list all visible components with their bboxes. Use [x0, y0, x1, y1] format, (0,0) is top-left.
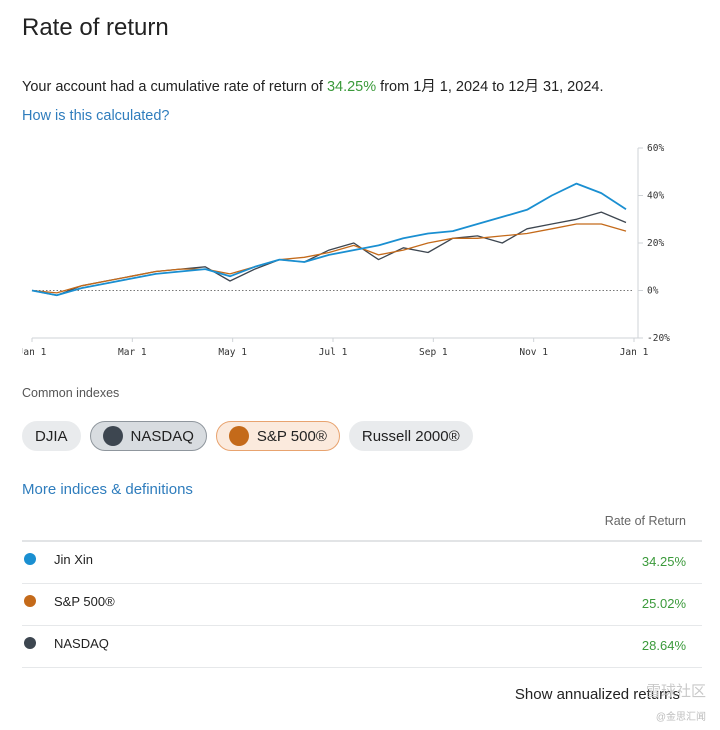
- summary-period: .: [599, 79, 604, 95]
- watermark-logo: 雪球社区: [645, 683, 706, 700]
- index-chip-group: DJIA NASDAQ S&P 500® Russell 2000®: [22, 421, 473, 451]
- x-tick-label: Jan 1: [22, 347, 47, 358]
- nasdaq-color-dot: [102, 426, 123, 446]
- x-tick-label: May 1: [218, 347, 247, 358]
- chip-russell2000[interactable]: Russell 2000®: [348, 421, 473, 451]
- x-tick-label: Mar 1: [118, 347, 147, 358]
- y-tick-label: 60%: [647, 143, 664, 154]
- table-row: Jin Xin 34.25%: [22, 542, 702, 584]
- table-row: S&P 500® 25.02%: [22, 584, 702, 626]
- x-tick-label: Jan 1: [620, 347, 649, 358]
- returns-table-header: Rate of Return: [22, 512, 702, 542]
- row-value: 34.25%: [641, 554, 686, 569]
- row-value: 25.02%: [641, 596, 686, 611]
- series-color-dot: [24, 553, 36, 565]
- chip-nasdaq-label: NASDAQ: [130, 427, 194, 445]
- watermark-caption: @金思汇闻: [655, 712, 706, 723]
- x-tick-label: Sep 1: [419, 347, 448, 358]
- series-color-dot: [24, 637, 36, 649]
- rate-of-return-column-header: Rate of Return: [604, 514, 686, 528]
- chip-sp500-label: S&P 500®: [256, 427, 327, 445]
- row-name: NASDAQ: [54, 636, 109, 651]
- chip-djia[interactable]: DJIA: [22, 421, 81, 451]
- returns-table: Rate of Return Jin Xin 34.25% S&P 500® 2…: [22, 512, 702, 668]
- cumulative-return-value: 34.25%: [326, 79, 377, 95]
- row-name: Jin Xin: [54, 552, 94, 567]
- summary-start-date: 1月 1, 2024: [413, 79, 489, 95]
- y-tick-label: 0%: [647, 286, 659, 297]
- y-tick-label: 20%: [647, 238, 664, 249]
- chip-nasdaq[interactable]: NASDAQ: [89, 421, 207, 451]
- chip-djia-label: DJIA: [35, 427, 68, 445]
- series-line-jin-xin: [31, 182, 627, 297]
- return-summary: Your account had a cumulative rate of re…: [22, 75, 603, 96]
- series-color-dot: [24, 595, 36, 607]
- y-tick-label: -20%: [647, 333, 670, 344]
- row-name: S&P 500®: [54, 594, 115, 609]
- more-indices-link[interactable]: More indices & definitions: [22, 481, 193, 498]
- x-tick-label: Nov 1: [519, 347, 548, 358]
- chip-russell2000-label: Russell 2000®: [361, 427, 460, 445]
- series-line-s-p-500: [31, 223, 627, 294]
- show-annualized-returns-link[interactable]: Show annualized returns: [514, 686, 680, 703]
- table-row: NASDAQ 28.64%: [22, 626, 702, 668]
- chip-sp500[interactable]: S&P 500®: [215, 421, 340, 451]
- y-tick-label: 40%: [647, 191, 664, 202]
- common-indexes-label: Common indexes: [22, 386, 120, 400]
- summary-end-date: 12月 31, 2024: [508, 79, 600, 95]
- how-calculated-link[interactable]: How is this calculated?: [22, 108, 170, 124]
- summary-prefix: Your account had a cumulative rate of re…: [22, 79, 327, 95]
- sp500-color-dot: [228, 426, 249, 446]
- rate-of-return-chart: Jan 1 Mar 1 May 1 Jul 1 Sep 1 Nov 1 Jan 1 60% 4…: [22, 143, 670, 358]
- page-title: Rate of return: [22, 14, 169, 41]
- summary-to: to: [488, 79, 509, 95]
- series-line-nasdaq: [31, 211, 627, 296]
- row-value: 28.64%: [641, 638, 686, 653]
- summary-from: from: [376, 79, 414, 95]
- x-tick-label: Jul 1: [319, 347, 348, 358]
